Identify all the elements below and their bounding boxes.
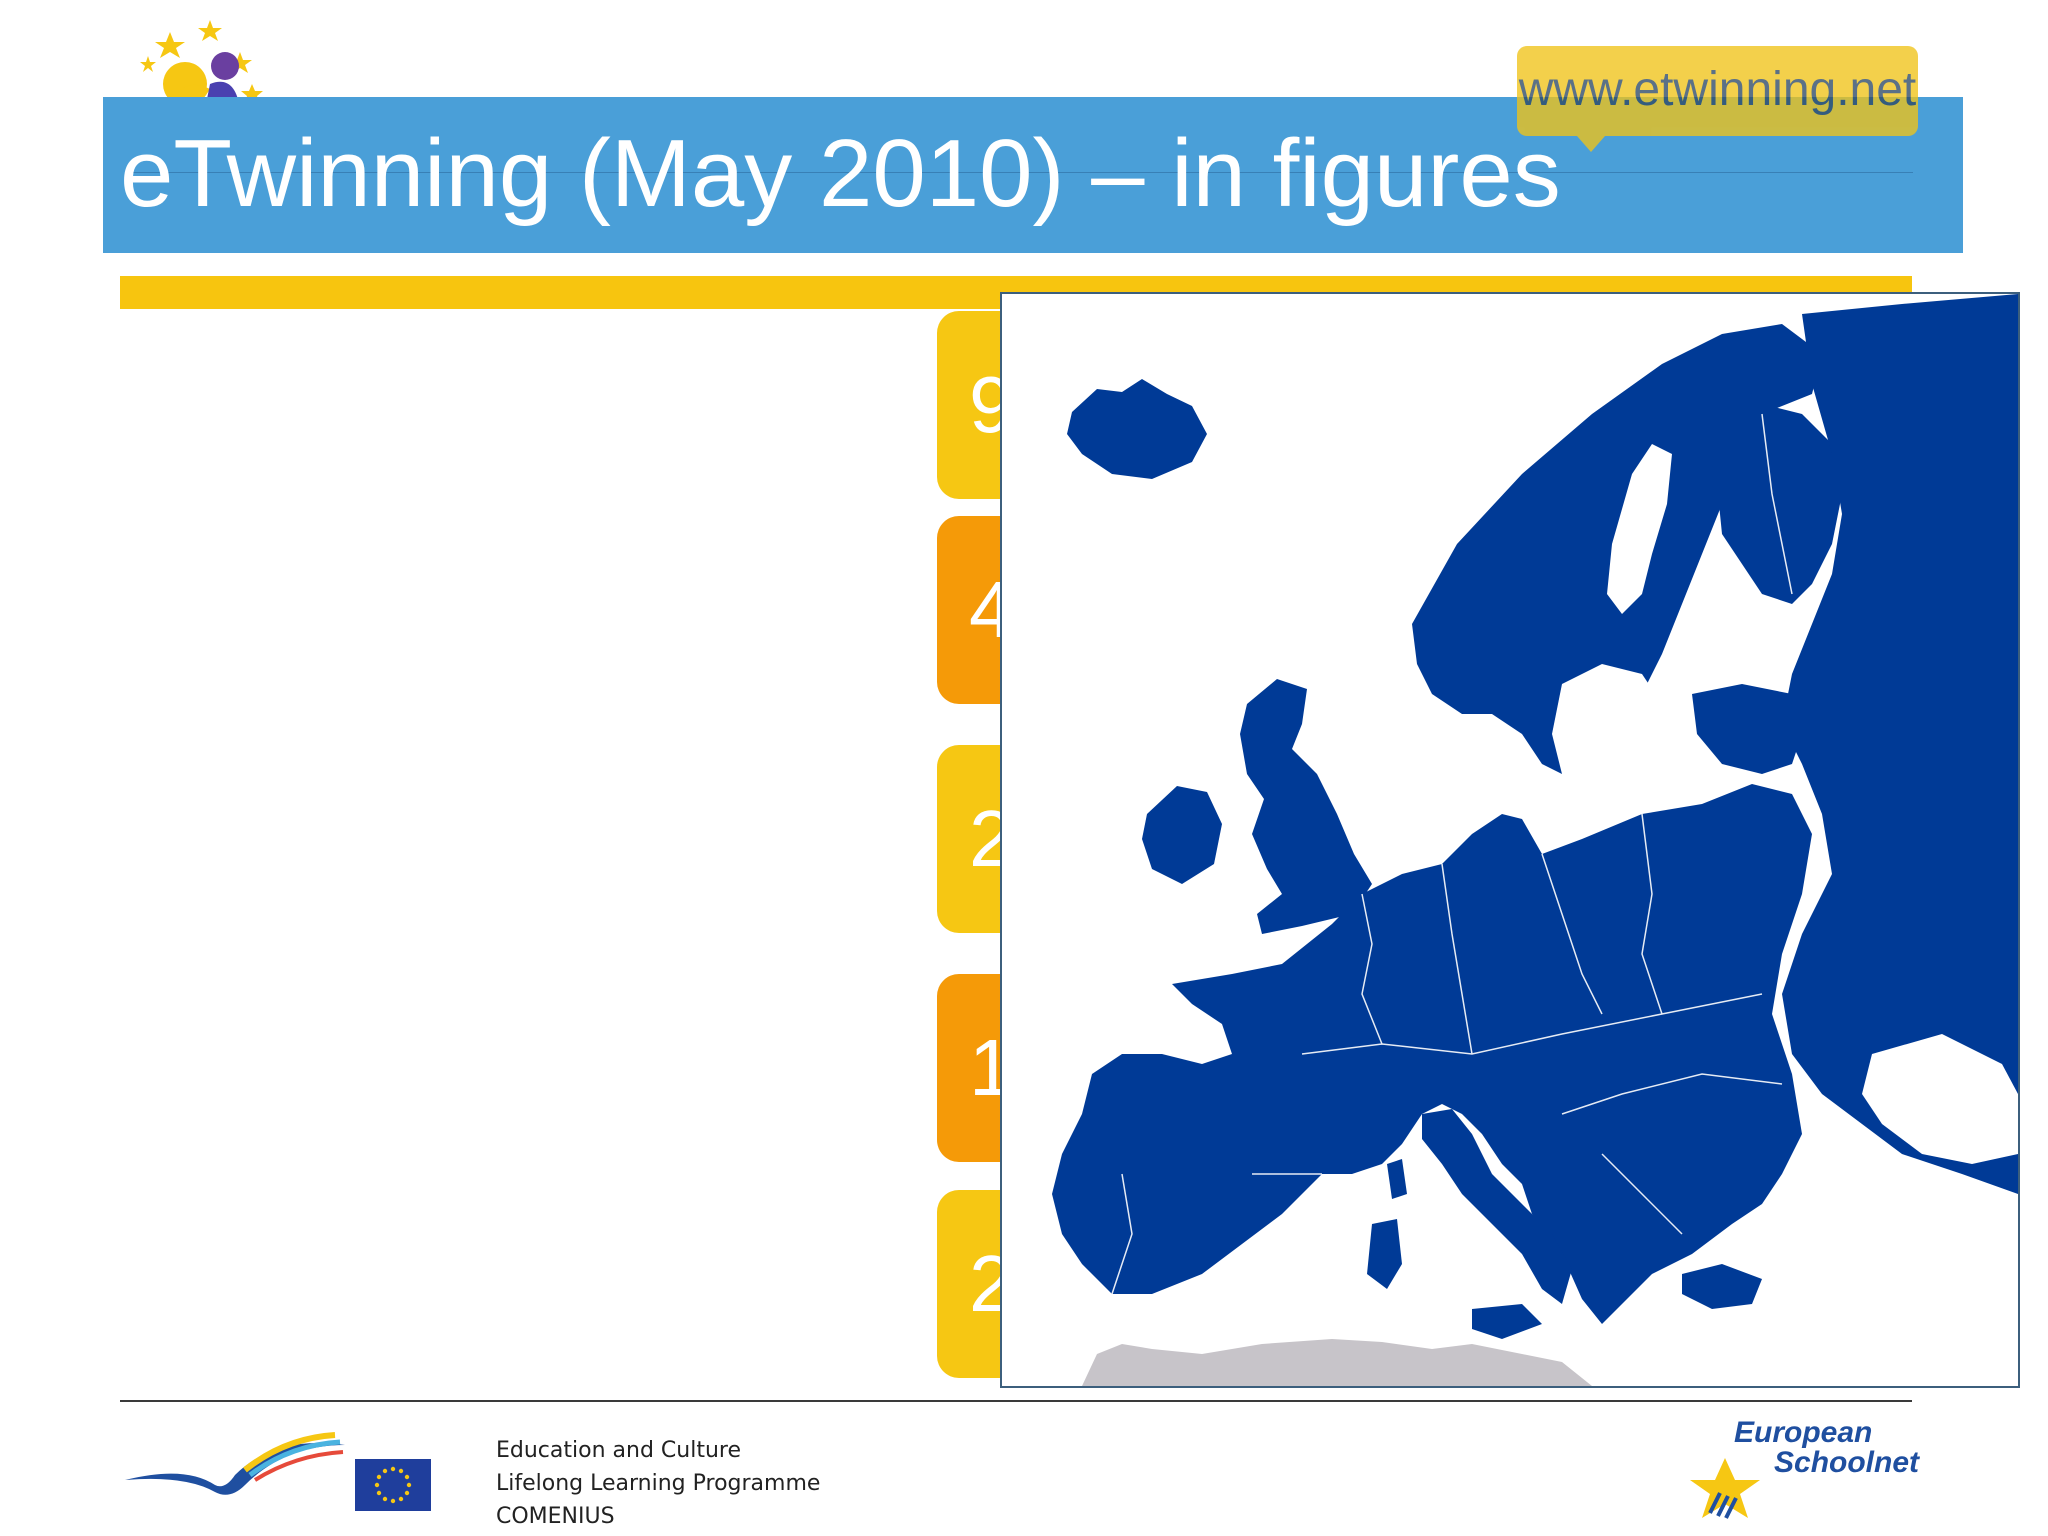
lifelong-learning-logo bbox=[125, 1430, 345, 1510]
footer-rule bbox=[120, 1400, 1912, 1402]
europe-map bbox=[1000, 292, 2020, 1388]
footer-line-2: Lifelong Learning Programme bbox=[496, 1471, 821, 1496]
europe-map-graphic bbox=[1052, 294, 2018, 1386]
title-band: eTwinning (May 2010) – in figures bbox=[103, 97, 1963, 253]
website-link[interactable]: www.etwinning.net bbox=[1518, 63, 1917, 116]
schoolnet-name: European Schoolnet bbox=[1734, 1418, 1919, 1478]
schoolnet-line-1: European bbox=[1734, 1416, 1873, 1449]
footer-programme-text: Education and Culture Lifelong Learning … bbox=[496, 1434, 896, 1533]
title-rule bbox=[128, 172, 1913, 173]
swoosh-icon bbox=[125, 1432, 345, 1495]
schoolnet-star-icon bbox=[1690, 1458, 1760, 1519]
url-bubble[interactable]: www.etwinning.net bbox=[1517, 46, 1918, 152]
european-schoolnet-logo: European Schoolnet bbox=[1680, 1418, 1920, 1528]
footer-line-1: Education and Culture bbox=[496, 1438, 741, 1463]
footer-line-3: COMENIUS bbox=[496, 1504, 615, 1529]
schoolnet-line-2: Schoolnet bbox=[1774, 1446, 1920, 1479]
page-title: eTwinning (May 2010) – in figures bbox=[120, 120, 1561, 227]
eu-flag-icon bbox=[355, 1459, 431, 1511]
